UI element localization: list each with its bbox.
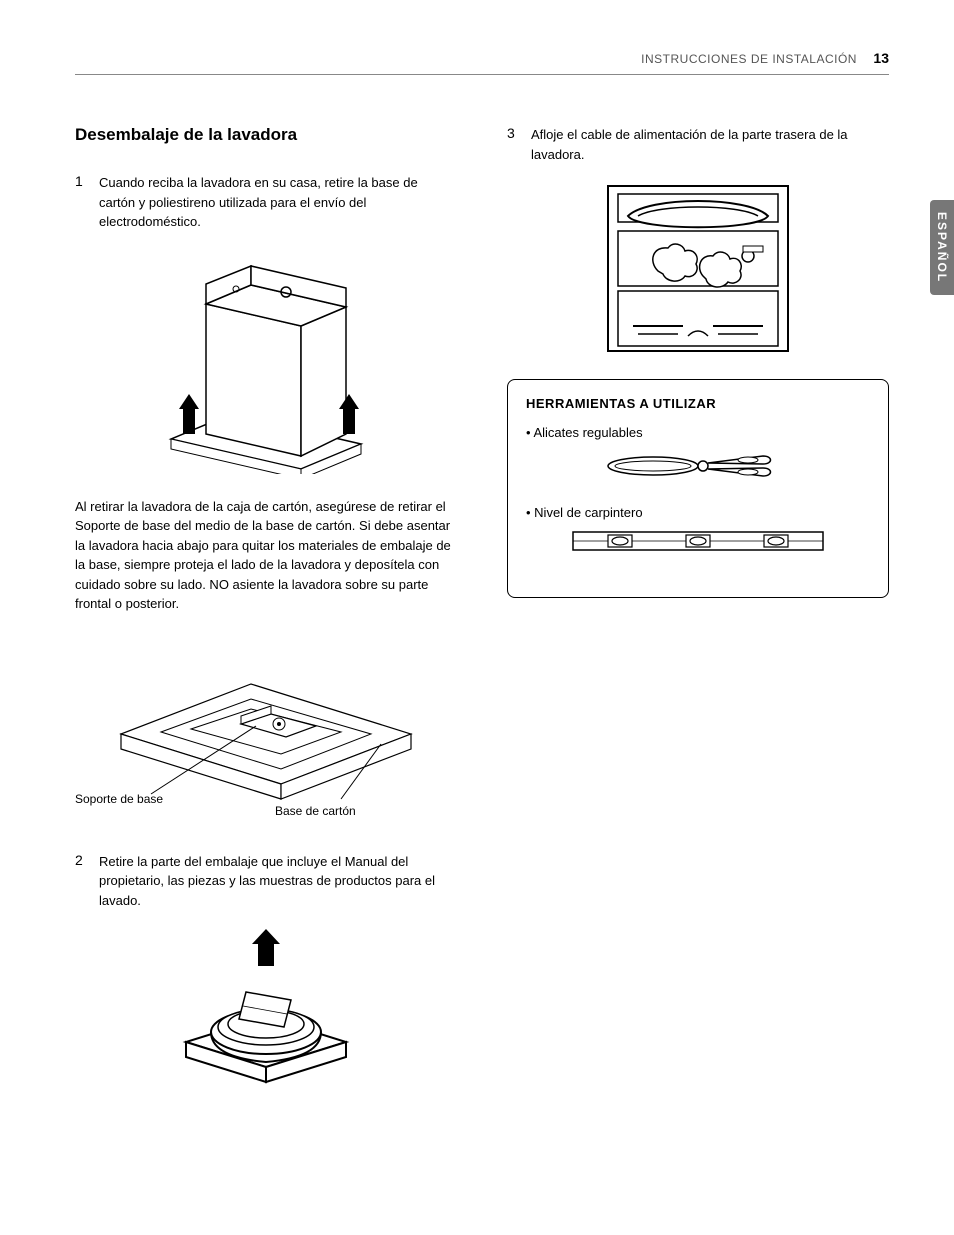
tub-packet-icon xyxy=(176,922,356,1092)
figure-rear-cord xyxy=(507,176,889,361)
rear-cord-icon xyxy=(588,176,808,356)
level-icon xyxy=(568,526,828,556)
header-rule xyxy=(75,74,889,75)
section-header: INSTRUCCIONES DE INSTALACIÓN xyxy=(641,52,857,66)
step-1-extra-text: Al retirar la lavadora de la caja de car… xyxy=(75,497,457,614)
figure-tub-packet xyxy=(75,922,457,1097)
figure-level xyxy=(526,526,870,561)
tool-level-label: Nivel de carpintero xyxy=(526,505,870,520)
language-tab: ESPAÑOL xyxy=(930,200,954,295)
pliers-icon xyxy=(598,446,798,486)
step-1-number: 1 xyxy=(75,173,99,232)
step-2-text: Retire la parte del embalaje que incluye… xyxy=(99,852,457,911)
section-title: Desembalaje de la lavadora xyxy=(75,125,457,145)
figure-carton-base: Soporte de base Base de cartón xyxy=(75,624,457,834)
figure-pliers xyxy=(526,446,870,491)
right-column: 3 Afloje el cable de alimentación de la … xyxy=(507,125,889,1115)
tools-box: HERRAMIENTAS A UTILIZAR Alicates regulab… xyxy=(507,379,889,598)
step-2: 2 Retire la parte del embalaje que inclu… xyxy=(75,852,457,911)
washer-lift-icon xyxy=(151,244,381,474)
callout-base-support: Soporte de base xyxy=(75,792,163,806)
step-3-text: Afloje el cable de alimentación de la pa… xyxy=(531,125,889,164)
step-1: 1 Cuando reciba la lavadora en su casa, … xyxy=(75,173,457,232)
page-header: INSTRUCCIONES DE INSTALACIÓN 13 xyxy=(75,50,889,68)
page: INSTRUCCIONES DE INSTALACIÓN 13 Desembal… xyxy=(0,0,954,1165)
page-number: 13 xyxy=(873,50,889,66)
figure-washer-lift xyxy=(75,244,457,479)
step-3: 3 Afloje el cable de alimentación de la … xyxy=(507,125,889,164)
step-2-number: 2 xyxy=(75,852,99,911)
left-column: Desembalaje de la lavadora 1 Cuando reci… xyxy=(75,125,457,1115)
step-3-number: 3 xyxy=(507,125,531,164)
tool-pliers-label: Alicates regulables xyxy=(526,425,870,440)
tools-title: HERRAMIENTAS A UTILIZAR xyxy=(526,396,870,411)
step-1-text: Cuando reciba la lavadora en su casa, re… xyxy=(99,173,457,232)
callout-carton-base: Base de cartón xyxy=(275,804,356,818)
